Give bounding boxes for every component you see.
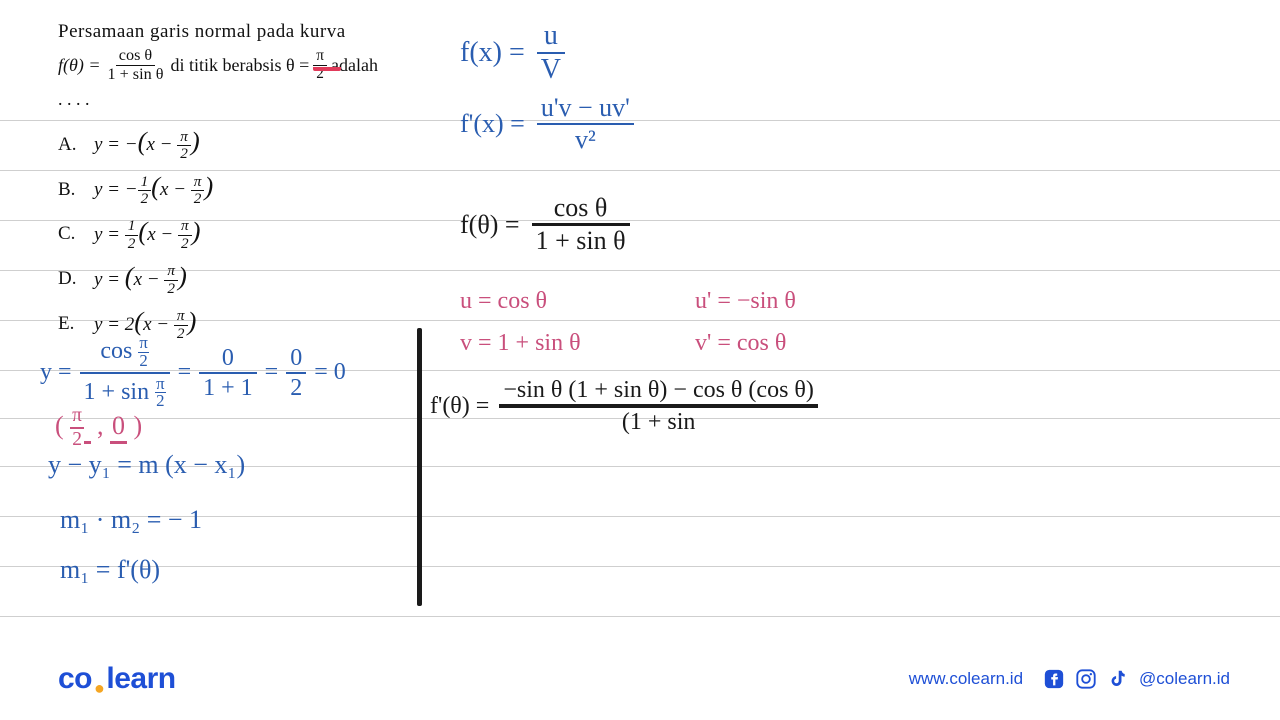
hw-point: ( π2 , 0 ) (55, 405, 142, 451)
hw-den: (1 + sin (618, 410, 700, 434)
hw-num: 0 (218, 346, 238, 370)
hw-y-frac2: 0 1 + 1 (199, 346, 257, 400)
social-icons: @colearn.id (1043, 668, 1230, 690)
hw-m1m2: m₁ · m₂ = − 1 (60, 505, 202, 535)
opt-letter: D. (58, 268, 80, 290)
hw-num: 0 (286, 346, 306, 370)
option-d-body: y = (x − π2) (94, 261, 187, 298)
hw-num: −sin θ (1 + sin θ) − cos θ (cos θ) (499, 378, 818, 402)
option-b: B. y = −12(x − π2) (58, 171, 438, 208)
hw-y-frac1: cos π2 1 + sin π2 (80, 335, 170, 410)
option-a: A. y = −(x − π2) (58, 126, 438, 163)
hw-tail: = 0 (314, 359, 346, 386)
frac-den: 1 + sin θ (104, 66, 166, 84)
hw-fpx-lhs: f'(x) = (460, 109, 525, 139)
hw-num: u'v − uv' (537, 95, 634, 121)
brand-learn: learn (106, 662, 175, 695)
option-c-body: y = 12(x − π2) (94, 216, 200, 253)
question-formula: f(θ) = cos θ 1 + sin θ di titik berabsis… (58, 47, 438, 84)
hw-fth-lhs: f(θ) = (460, 210, 520, 240)
options-list: A. y = −(x − π2) B. y = −12(x − π2) C. y… (58, 126, 438, 342)
opt-letter: A. (58, 134, 80, 156)
tiktok-icon (1107, 668, 1129, 690)
pi-num: π (313, 48, 327, 66)
footer-right: www.colearn.id @colearn.id (909, 668, 1230, 690)
hw-fx-lhs: f(x) = (460, 37, 525, 69)
hw-num: cos θ (550, 195, 612, 221)
option-c: C. y = 12(x − π2) (58, 216, 438, 253)
hw-u-eq: u = cos θ (460, 288, 547, 315)
footer: co●learn www.colearn.id @colearn.id (58, 662, 1230, 696)
hw-num: u (540, 22, 562, 50)
opt-letter: E. (58, 313, 80, 335)
option-b-body: y = −12(x − π2) (94, 171, 213, 208)
instagram-icon (1075, 668, 1097, 690)
hw-fx-frac: u V (537, 22, 565, 84)
footer-url: www.colearn.id (909, 669, 1023, 689)
facebook-icon (1043, 668, 1065, 690)
brand-co: co (58, 662, 92, 695)
opt-letter: B. (58, 179, 80, 201)
hw-y-lhs: y = (40, 359, 72, 386)
hw-den: v² (571, 127, 600, 153)
hw-m1-eq: m₁ = f'(θ) (60, 555, 160, 585)
question-dots: . . . . (58, 89, 438, 110)
footer-handle: @colearn.id (1139, 669, 1230, 689)
option-a-body: y = −(x − π2) (94, 126, 200, 163)
brand-logo: co●learn (58, 662, 176, 696)
hw-fth-frac: cos θ 1 + sin θ (532, 195, 630, 254)
hw-num: cos π2 (96, 335, 152, 370)
hw-uprime-eq: u' = −sin θ (695, 288, 796, 315)
hw-eq: = (265, 359, 279, 386)
hw-fprime-theta: f'(θ) = −sin θ (1 + sin θ) − cos θ (cos … (430, 378, 818, 434)
hw-den: 1 + sin θ (532, 228, 630, 254)
hw-eq: = (178, 359, 192, 386)
hw-fpx-frac: u'v − uv' v² (537, 95, 634, 153)
hw-den: V (537, 56, 565, 84)
hw-y-frac3: 0 2 (286, 346, 306, 400)
hw-y-eval: y = cos π2 1 + sin π2 = 0 1 + 1 = 0 2 = … (40, 335, 346, 410)
opt-letter: C. (58, 223, 80, 245)
frac-num: cos θ (116, 47, 155, 66)
vertical-separator (417, 328, 422, 606)
question-mid: di titik berabsis θ = (171, 55, 310, 76)
brand-dot-icon: ● (94, 678, 104, 699)
question-block: Persamaan garis normal pada kurva f(θ) =… (58, 20, 438, 351)
hw-ftheta: f(θ) = cos θ 1 + sin θ (460, 195, 630, 254)
hw-v-eq: v = 1 + sin θ (460, 330, 581, 357)
hw-fpth-frac: −sin θ (1 + sin θ) − cos θ (cos θ) (1 + … (499, 378, 818, 434)
f-theta-label: f(θ) = (58, 55, 100, 76)
hw-fpth-lhs: f'(θ) = (430, 393, 489, 420)
hw-fx-uv: f(x) = u V (460, 22, 565, 84)
hw-den: 1 + 1 (199, 376, 257, 400)
question-title: Persamaan garis normal pada kurva (58, 20, 438, 45)
red-underline (313, 65, 341, 71)
question-fraction: cos θ 1 + sin θ (104, 47, 166, 84)
option-d: D. y = (x − π2) (58, 261, 438, 298)
hw-den: 2 (286, 376, 306, 400)
hw-vprime-eq: v' = cos θ (695, 330, 786, 357)
hw-line-eq: y − y₁ = m (x − x₁) (48, 450, 245, 480)
hw-fprime-x: f'(x) = u'v − uv' v² (460, 95, 634, 153)
